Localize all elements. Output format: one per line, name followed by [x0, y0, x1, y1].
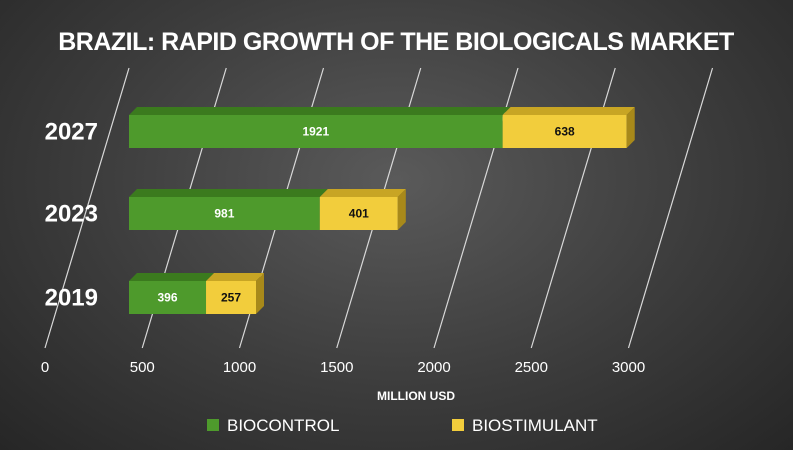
legend-item-biocontrol: BIOCONTROL: [207, 416, 339, 435]
category-label-2019: 2019: [45, 285, 98, 312]
bar-top-face: [129, 273, 215, 281]
legend-swatch: [452, 419, 464, 431]
legend-item-biostimulant: BIOSTIMULANT: [452, 416, 598, 435]
bar-value-label: 638: [555, 125, 575, 139]
bar-value-label: 257: [221, 291, 241, 305]
bar-top-face: [129, 189, 328, 197]
x-axis-title: MILLION USD: [377, 389, 455, 403]
grid-line: [44, 67, 130, 349]
x-tick-label: 500: [130, 359, 155, 376]
bars: 1921 638 981 401 396 257: [129, 107, 635, 314]
x-tick-label: 0: [41, 359, 49, 376]
x-tick-label: 2500: [515, 359, 548, 376]
bar-top-face: [502, 107, 635, 115]
bar-value-label: 1921: [302, 125, 329, 139]
category-label-2023: 2023: [45, 201, 98, 228]
bar-front-face: [319, 197, 398, 230]
grid-line: [627, 67, 714, 349]
bar-front-face: [129, 281, 207, 314]
legend-swatch: [207, 419, 219, 431]
bar-biocontrol-2019: 396: [129, 273, 215, 314]
bar-front-face: [129, 115, 503, 148]
legend-label: BIOSTIMULANT: [472, 416, 598, 435]
bar-biostimulant-2023: 401: [319, 189, 406, 230]
bar-side-face: [256, 273, 265, 314]
bar-biostimulant-2019: 257: [206, 273, 265, 314]
legend: BIOCONTROL BIOSTIMULANT: [207, 416, 598, 435]
bar-side-face: [397, 189, 406, 230]
bar-biostimulant-2027: 638: [502, 107, 635, 148]
bar-side-face: [626, 107, 635, 148]
bar-top-face: [129, 107, 511, 115]
bar-value-label: 401: [349, 207, 369, 221]
bar-top-face: [319, 189, 406, 197]
bar-top-face: [206, 273, 265, 281]
bar-front-face: [206, 281, 257, 314]
x-tick-label: 3000: [612, 359, 645, 376]
category-label-2027: 2027: [45, 119, 98, 146]
bar-front-face: [129, 197, 320, 230]
bar-value-label: 396: [157, 291, 177, 305]
chart-title: BRAZIL: RAPID GROWTH OF THE BIOLOGICALS …: [58, 28, 734, 56]
bar-biocontrol-2023: 981: [129, 189, 328, 230]
x-tick-label: 2000: [417, 359, 450, 376]
x-tick-label: 1000: [223, 359, 256, 376]
x-tick-labels: 0 500 1000 1500 2000 2500 3000: [41, 359, 645, 376]
x-tick-label: 1500: [320, 359, 353, 376]
bar-front-face: [502, 115, 627, 148]
bar-value-label: 981: [214, 207, 234, 221]
category-labels: 2027 2023 2019: [45, 119, 98, 312]
legend-label: BIOCONTROL: [227, 416, 339, 435]
bar-biocontrol-2027: 1921: [129, 107, 511, 148]
